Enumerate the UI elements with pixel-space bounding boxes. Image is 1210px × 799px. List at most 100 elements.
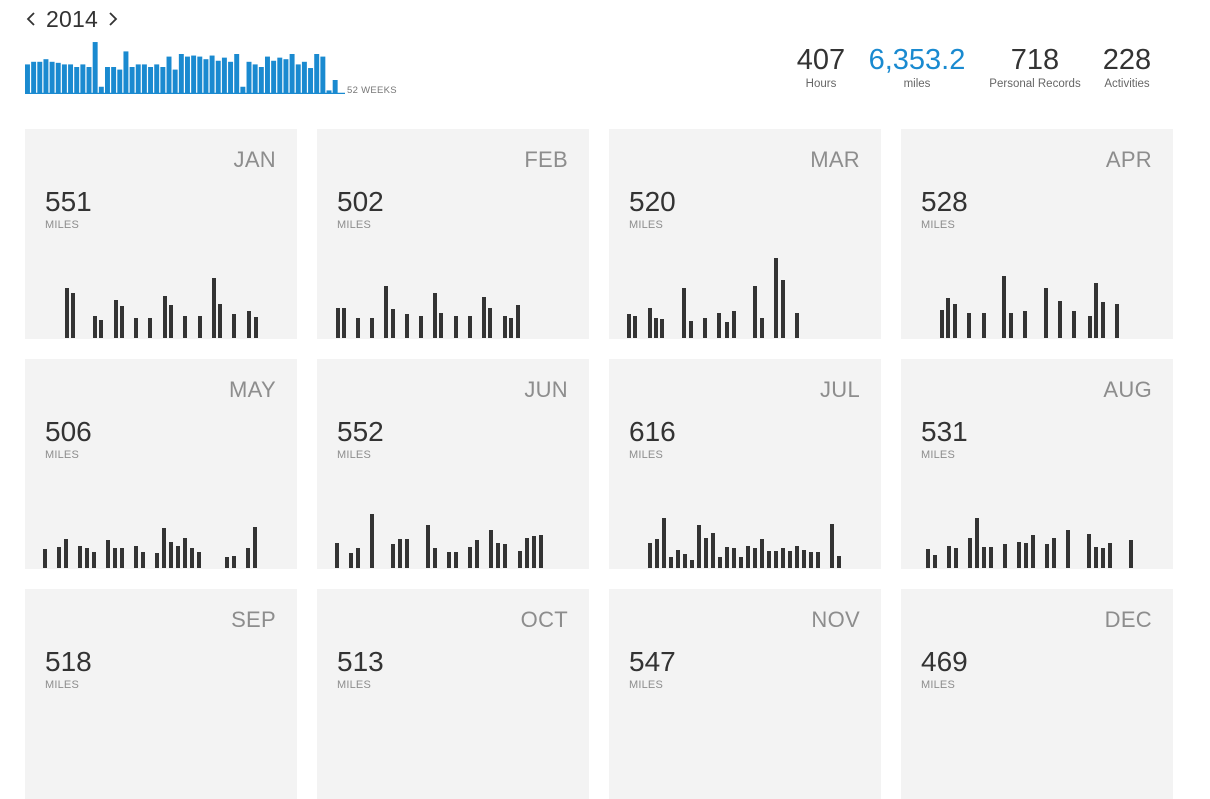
month-card-feb[interactable]: FEB 502 MILES — [317, 129, 589, 339]
week-bar[interactable] — [43, 59, 49, 93]
activity-bar[interactable] — [809, 552, 813, 568]
week-bar[interactable] — [61, 64, 67, 93]
activity-bar[interactable] — [1115, 304, 1119, 338]
activity-bar[interactable] — [516, 305, 520, 338]
activity-bar[interactable] — [837, 556, 841, 568]
activity-bar[interactable] — [732, 548, 736, 568]
activity-bar[interactable] — [405, 539, 409, 568]
activity-bar[interactable] — [141, 552, 145, 568]
activity-bar[interactable] — [703, 318, 707, 338]
activity-bar[interactable] — [753, 286, 757, 338]
activity-bar[interactable] — [781, 280, 785, 338]
activity-bar[interactable] — [503, 316, 507, 338]
week-bar[interactable] — [295, 64, 301, 93]
activity-bar[interactable] — [384, 286, 388, 338]
activity-bar[interactable] — [356, 548, 360, 568]
activity-bar[interactable] — [398, 539, 402, 568]
activity-bar[interactable] — [496, 543, 500, 568]
activity-bar[interactable] — [767, 551, 771, 568]
activity-bar[interactable] — [1094, 283, 1098, 338]
activity-bar[interactable] — [717, 313, 721, 338]
week-bar[interactable] — [277, 57, 283, 93]
activity-bar[interactable] — [475, 540, 479, 568]
activity-bar[interactable] — [212, 278, 216, 338]
activity-bar[interactable] — [1017, 542, 1021, 568]
activity-bar[interactable] — [148, 318, 152, 338]
activity-bar[interactable] — [65, 288, 69, 338]
activity-bar[interactable] — [391, 544, 395, 568]
activity-bar[interactable] — [947, 546, 951, 568]
week-bar[interactable] — [55, 62, 61, 93]
week-bar[interactable] — [215, 60, 221, 93]
month-card-mar[interactable]: MAR 520 MILES — [609, 129, 881, 339]
week-bar[interactable] — [314, 54, 320, 93]
week-bar[interactable] — [252, 64, 258, 93]
activity-bar[interactable] — [356, 318, 360, 338]
activity-bar[interactable] — [689, 321, 693, 338]
activity-bar[interactable] — [198, 316, 202, 338]
week-bar[interactable] — [320, 56, 326, 93]
activity-bar[interactable] — [1101, 302, 1105, 338]
month-card-jul[interactable]: JUL 616 MILES — [609, 359, 881, 569]
week-bar[interactable] — [111, 67, 117, 93]
week-bar[interactable] — [185, 56, 190, 93]
week-bar[interactable] — [203, 59, 209, 93]
week-bar[interactable] — [37, 61, 43, 93]
activity-bar[interactable] — [802, 550, 806, 568]
month-card-nov[interactable]: NOV 547 MILES — [609, 589, 881, 799]
activity-bar[interactable] — [503, 544, 507, 568]
week-bar[interactable] — [209, 55, 215, 93]
week-bar[interactable] — [129, 67, 135, 93]
activity-bar[interactable] — [1072, 311, 1076, 338]
activity-bar[interactable] — [468, 316, 472, 338]
activity-bar[interactable] — [99, 320, 103, 338]
activity-bar[interactable] — [676, 550, 680, 568]
activity-bar[interactable] — [926, 549, 930, 568]
week-bar[interactable] — [92, 42, 98, 93]
activity-bar[interactable] — [669, 557, 673, 568]
activity-bar[interactable] — [426, 525, 430, 568]
week-bar[interactable] — [308, 68, 314, 93]
week-bar[interactable] — [178, 54, 184, 93]
activity-bar[interactable] — [753, 548, 757, 568]
week-bar[interactable] — [105, 67, 110, 93]
activity-bar[interactable] — [788, 551, 792, 568]
week-bar[interactable] — [74, 67, 80, 93]
activity-bar[interactable] — [648, 543, 652, 568]
month-card-oct[interactable]: OCT 513 MILES — [317, 589, 589, 799]
week-bar[interactable] — [80, 64, 86, 93]
activity-bar[interactable] — [433, 548, 437, 568]
activity-bar[interactable] — [419, 316, 423, 338]
activity-bar[interactable] — [830, 524, 834, 568]
activity-bar[interactable] — [655, 539, 659, 568]
activity-bar[interactable] — [1003, 544, 1007, 568]
month-card-dec[interactable]: DEC 469 MILES — [901, 589, 1173, 799]
activity-bar[interactable] — [447, 552, 451, 568]
activity-bar[interactable] — [760, 539, 764, 568]
activity-bar[interactable] — [183, 316, 187, 338]
activity-bar[interactable] — [43, 549, 47, 568]
activity-bar[interactable] — [106, 540, 110, 568]
activity-bar[interactable] — [774, 258, 778, 338]
activity-bar[interactable] — [64, 539, 68, 568]
activity-bar[interactable] — [254, 317, 258, 338]
activity-bar[interactable] — [335, 543, 339, 568]
activity-bar[interactable] — [781, 548, 785, 568]
activity-bar[interactable] — [342, 308, 346, 338]
month-card-jun[interactable]: JUN 552 MILES — [317, 359, 589, 569]
activity-bar[interactable] — [1031, 535, 1035, 568]
activity-bar[interactable] — [704, 538, 708, 568]
activity-bar[interactable] — [660, 319, 664, 338]
week-bar[interactable] — [289, 54, 295, 93]
week-bar[interactable] — [301, 61, 307, 93]
activity-bar[interactable] — [954, 548, 958, 568]
activity-bar[interactable] — [454, 552, 458, 568]
activity-bar[interactable] — [509, 318, 513, 338]
activity-bar[interactable] — [134, 318, 138, 338]
activity-bar[interactable] — [1087, 534, 1091, 568]
activity-bar[interactable] — [183, 538, 187, 568]
activity-bar[interactable] — [1045, 544, 1049, 568]
activity-bar[interactable] — [134, 546, 138, 568]
week-bar[interactable] — [166, 56, 172, 93]
activity-bar[interactable] — [967, 313, 971, 338]
